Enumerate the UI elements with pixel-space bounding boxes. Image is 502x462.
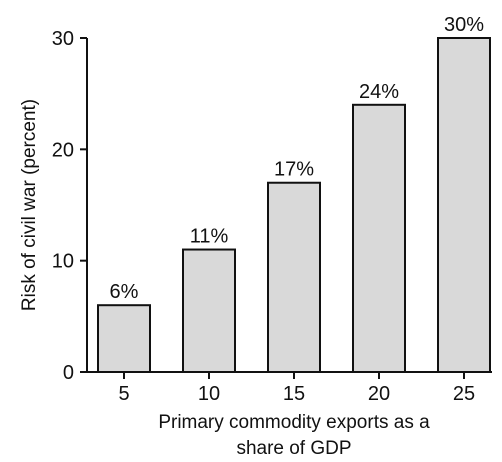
bar-value-label: 11% xyxy=(190,226,229,248)
x-axis-title-line-2: share of GDP xyxy=(236,438,351,459)
bar-value-label: 6% xyxy=(110,281,139,303)
x-ticks-layer: 5 10 15 20 25 xyxy=(118,372,475,405)
bars-layer xyxy=(97,37,491,374)
value-labels-layer: 6% 11% 17% 24% 30% xyxy=(110,14,485,303)
x-tick-label: 25 xyxy=(453,383,475,405)
x-tick-label: 20 xyxy=(368,383,390,405)
x-axis-title-line-1: Primary commodity exports as a xyxy=(158,412,430,433)
x-tick-label: 5 xyxy=(118,383,129,405)
bar-value-label: 30% xyxy=(444,14,484,36)
y-tick-label: 10 xyxy=(52,251,74,273)
x-tick-label: 15 xyxy=(283,383,305,405)
y-tick-label: 20 xyxy=(52,139,74,161)
bar-10 xyxy=(182,248,236,374)
bar-value-label: 17% xyxy=(274,159,314,181)
bar-20 xyxy=(352,103,406,374)
bar-5 xyxy=(97,304,151,374)
y-ticks-layer: 0 10 20 30 xyxy=(52,28,87,384)
y-axis-title: Risk of civil war (percent) xyxy=(19,99,40,311)
x-tick-label: 10 xyxy=(198,383,220,405)
y-tick-label: 0 xyxy=(63,362,74,384)
y-tick-label: 30 xyxy=(52,28,74,50)
bar-15 xyxy=(267,181,321,373)
bar-value-label: 24% xyxy=(359,81,399,103)
bar-25 xyxy=(437,37,491,373)
